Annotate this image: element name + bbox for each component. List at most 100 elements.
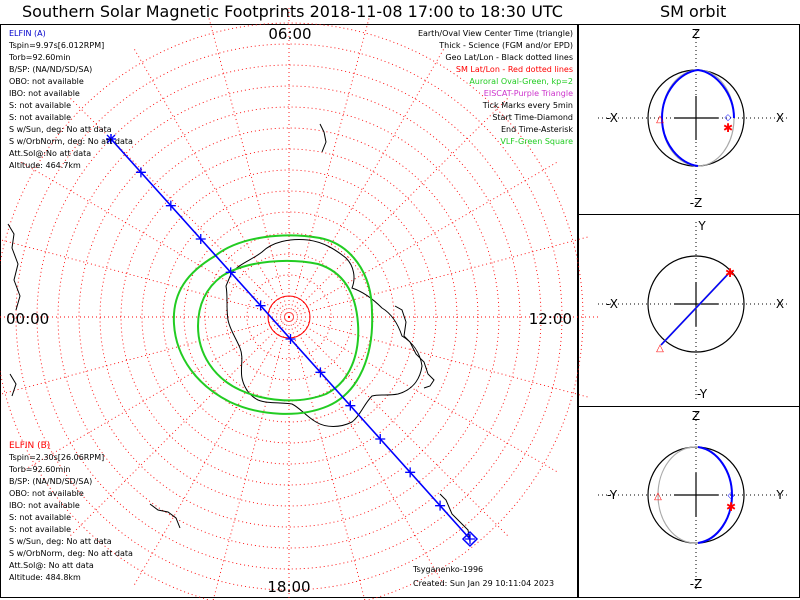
mlt-label-bottom: 18:00	[267, 578, 310, 596]
south-america-coastline	[394, 305, 435, 389]
legend-entry: SM Lat/Lon - Red dotted lines	[455, 65, 573, 74]
start-triangle-icon: △	[656, 114, 664, 125]
start-triangle-icon: △	[654, 491, 662, 502]
orbit-panel-xy: △ ✱ Y -Y -X X	[598, 219, 788, 401]
end-asterisk-icon: ✱	[726, 500, 736, 514]
elfin-b-info: ELFIN (B) Tspin=2.30s[26.06RPM] Torb=92.…	[9, 440, 133, 584]
elfin-a-line: Tspin=9.97s[6.012RPM]	[9, 41, 105, 50]
latitude-circle	[57, 85, 521, 549]
auroral-oval-inner	[196, 259, 360, 402]
end-diamond-icon: ◇	[725, 113, 732, 123]
elfin-b-line: S w/Sun, deg: No att data	[9, 537, 112, 546]
elfin-a-line: S: not available	[9, 113, 72, 122]
latitude-circle	[141, 169, 437, 465]
mlt-meridian	[288, 17, 370, 318]
latitude-circle	[225, 253, 353, 381]
track-tick	[255, 300, 266, 311]
elfin-b-line: Altitude: 484.8km	[9, 573, 81, 582]
mlt-meridian	[133, 48, 290, 318]
mlt-label-top: 06:00	[268, 25, 311, 43]
track-tick	[285, 334, 296, 344]
axis-label-up: Z	[692, 409, 700, 423]
orbit-panel-yz: △ ◇ ✱ Z -Z -Y Y	[598, 409, 788, 591]
axis-label-up: Z	[692, 27, 700, 41]
latitude-circle	[0, 22, 584, 600]
legend-entry: Start Time-Diamond	[492, 113, 573, 122]
legend-entry: End Time-Asterisk	[500, 125, 573, 134]
latitude-circle	[78, 106, 500, 528]
elfin-a-info: ELFIN (A) Tspin=9.97s[6.012RPM] Torb=92.…	[9, 28, 133, 172]
orbit-track	[661, 68, 735, 119]
mlt-meridian	[288, 161, 558, 318]
legend-entry: Auroral Oval-Green, kp=2	[469, 77, 573, 86]
legend-entry: Tick Marks every 5min	[482, 101, 573, 110]
axis-label-left: -X	[606, 297, 618, 311]
elfin-b-line: Tspin=2.30s[26.06RPM]	[9, 453, 105, 462]
track-tick	[405, 467, 416, 478]
orbit-track	[697, 446, 734, 544]
axis-label-right: Y	[775, 488, 784, 502]
australia-coastline	[149, 503, 181, 529]
elfin-a-line: S w/OrbNorm, deg: No att data	[9, 137, 133, 146]
mlt-label-left: 00:00	[6, 310, 49, 328]
end-asterisk-icon: ✱	[725, 266, 735, 280]
mlt-meridian	[288, 316, 558, 473]
track-tick	[135, 167, 146, 178]
earth-outline	[647, 255, 745, 353]
plot-title: Southern Solar Magnetic Footprints 2018-…	[22, 2, 563, 21]
elfin-a-line: Att.Sol@:No att data	[9, 149, 92, 158]
elfin-b-line: Torb=92.60min	[9, 465, 71, 474]
mlt-label-right: 12:00	[529, 310, 572, 328]
axis-label-right: X	[776, 297, 784, 311]
mlt-meridian	[288, 316, 366, 600]
elfin-a-line: S: not available	[9, 101, 72, 110]
elfin-b-line: Att.Sol@: No att data	[9, 561, 94, 570]
legend-entry: Thick - Science (FGM and/or EPD)	[439, 41, 573, 50]
polar-footprint-map: 06:00 00:00 12:00 18:00	[0, 7, 599, 600]
start-triangle-icon: △	[656, 343, 664, 354]
legend-entry: Earth/Oval View Center Time (triangle)	[417, 29, 573, 38]
legend: Earth/Oval View Center Time (triangle) T…	[418, 28, 573, 148]
elfin-a-line: S w/Sun, deg: No att data	[9, 125, 112, 134]
elfin-b-line: B/SP: (NA/ND/SD/SA)	[9, 477, 93, 486]
elfin-b-name: ELFIN (B)	[9, 441, 51, 451]
mlt-meridian	[0, 239, 290, 318]
elfin-b-line: IBO: not available	[9, 501, 80, 510]
latitude-circle	[162, 190, 416, 444]
south-africa-coastline	[7, 223, 21, 311]
axis-label-down: -Z	[690, 196, 703, 210]
elfin-b-line: S w/OrbNorm, deg: No att data	[9, 549, 133, 558]
mlt-meridian	[288, 316, 509, 537]
mlt-meridian	[212, 316, 290, 600]
track-tick	[465, 534, 475, 544]
created-credit: Created: Sun Jan 29 10:11:04 2023	[413, 579, 555, 588]
elfin-a-line: OBO: not available	[9, 77, 84, 86]
island-coastline	[319, 123, 327, 153]
legend-entry: Geo Lat/Lon - Black dotted lines	[445, 53, 573, 62]
latitude-circle	[246, 274, 332, 360]
elfin-a-line: Altitude: 464.7km	[9, 161, 81, 170]
elfin-a-line: IBO: not available	[9, 89, 80, 98]
orbit-track	[660, 271, 731, 346]
mlt-meridian	[0, 316, 290, 395]
island-coastline-2	[9, 373, 17, 397]
axis-label-down: -Z	[690, 577, 703, 591]
orbit-divider-1	[578, 214, 800, 215]
mlt-meridian	[133, 316, 290, 586]
new-zealand-coastline	[439, 493, 471, 543]
orbit-panel-xz: △ ◇ ✱ Z -Z -X X	[598, 27, 788, 210]
track-tick	[225, 267, 236, 278]
mlt-meridian	[208, 17, 290, 318]
end-asterisk-icon	[106, 134, 116, 144]
elfin-b-line: S: not available	[9, 513, 72, 522]
end-asterisk-icon: ✱	[723, 121, 733, 135]
elfin-a-line: Torb=92.60min	[9, 53, 71, 62]
antarctica-coastline	[225, 239, 423, 427]
track-tick	[315, 367, 326, 378]
axis-label-left: -Y	[607, 488, 618, 502]
track-tick	[345, 400, 356, 411]
elfin-a-name: ELFIN (A)	[9, 29, 46, 38]
mlt-meridian	[288, 316, 589, 398]
end-diamond-icon: ◇	[728, 491, 735, 501]
track-tick	[165, 200, 176, 211]
